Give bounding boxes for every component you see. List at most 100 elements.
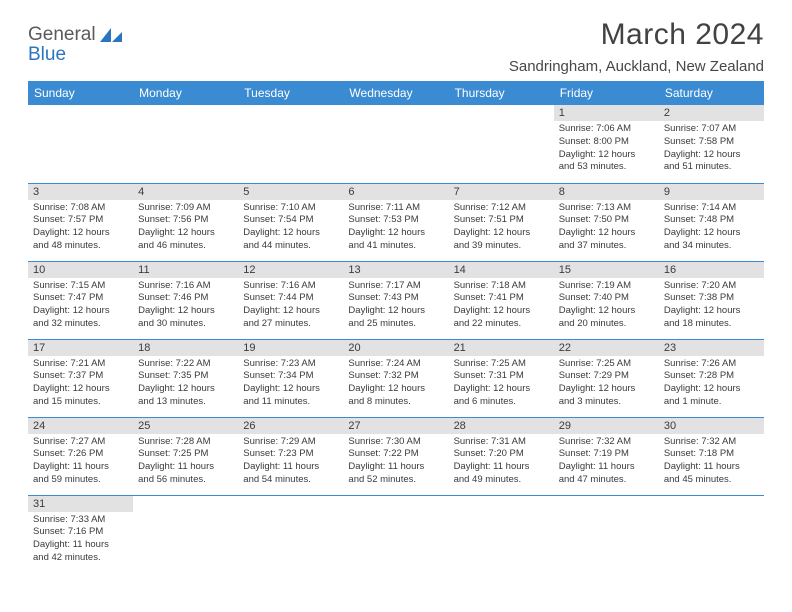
sunset-text: Sunset: 7:41 PM	[454, 292, 549, 305]
sunset-text: Sunset: 7:37 PM	[33, 370, 128, 383]
day-details: Sunrise: 7:11 AMSunset: 7:53 PMDaylight:…	[343, 200, 448, 257]
sunset-text: Sunset: 7:48 PM	[664, 214, 759, 227]
sunrise-text: Sunrise: 7:25 AM	[559, 358, 654, 371]
empty-cell	[133, 495, 238, 573]
sunset-text: Sunset: 7:23 PM	[243, 448, 338, 461]
day-cell: 27Sunrise: 7:30 AMSunset: 7:22 PMDayligh…	[343, 417, 448, 495]
daylight-text-2: and 8 minutes.	[348, 396, 443, 409]
sunrise-text: Sunrise: 7:23 AM	[243, 358, 338, 371]
day-number: 9	[659, 184, 764, 200]
daylight-text-2: and 6 minutes.	[454, 396, 549, 409]
sunrise-text: Sunrise: 7:32 AM	[559, 436, 654, 449]
daylight-text-1: Daylight: 11 hours	[559, 461, 654, 474]
weekday-header: Tuesday	[238, 81, 343, 105]
daylight-text-1: Daylight: 12 hours	[243, 305, 338, 318]
empty-cell	[343, 495, 448, 573]
daylight-text-1: Daylight: 12 hours	[138, 305, 233, 318]
daylight-text-1: Daylight: 12 hours	[33, 305, 128, 318]
sunset-text: Sunset: 8:00 PM	[559, 136, 654, 149]
daylight-text-2: and 46 minutes.	[138, 240, 233, 253]
empty-cell	[449, 105, 554, 183]
daylight-text-1: Daylight: 12 hours	[559, 383, 654, 396]
logo-text-general: General	[28, 24, 96, 46]
day-cell: 19Sunrise: 7:23 AMSunset: 7:34 PMDayligh…	[238, 339, 343, 417]
sunset-text: Sunset: 7:53 PM	[348, 214, 443, 227]
month-title: March 2024	[509, 18, 764, 52]
day-details: Sunrise: 7:32 AMSunset: 7:19 PMDaylight:…	[554, 434, 659, 491]
day-details: Sunrise: 7:32 AMSunset: 7:18 PMDaylight:…	[659, 434, 764, 491]
day-number: 12	[238, 262, 343, 278]
weekday-header: Friday	[554, 81, 659, 105]
sunset-text: Sunset: 7:58 PM	[664, 136, 759, 149]
daylight-text-2: and 34 minutes.	[664, 240, 759, 253]
sunrise-text: Sunrise: 7:26 AM	[664, 358, 759, 371]
day-number: 11	[133, 262, 238, 278]
daylight-text-2: and 54 minutes.	[243, 474, 338, 487]
daylight-text-2: and 32 minutes.	[33, 318, 128, 331]
sunset-text: Sunset: 7:31 PM	[454, 370, 549, 383]
day-number: 7	[449, 184, 554, 200]
header: General March 2024 Sandringham, Auckland…	[28, 18, 764, 75]
sunrise-text: Sunrise: 7:16 AM	[243, 280, 338, 293]
day-details: Sunrise: 7:21 AMSunset: 7:37 PMDaylight:…	[28, 356, 133, 413]
week-row: 1Sunrise: 7:06 AMSunset: 8:00 PMDaylight…	[28, 105, 764, 183]
day-details: Sunrise: 7:14 AMSunset: 7:48 PMDaylight:…	[659, 200, 764, 257]
day-number: 5	[238, 184, 343, 200]
weekday-header: Thursday	[449, 81, 554, 105]
logo: General	[28, 24, 126, 46]
day-cell: 20Sunrise: 7:24 AMSunset: 7:32 PMDayligh…	[343, 339, 448, 417]
day-details: Sunrise: 7:25 AMSunset: 7:31 PMDaylight:…	[449, 356, 554, 413]
day-details: Sunrise: 7:15 AMSunset: 7:47 PMDaylight:…	[28, 278, 133, 335]
day-number: 4	[133, 184, 238, 200]
sunrise-text: Sunrise: 7:33 AM	[33, 514, 128, 527]
daylight-text-1: Daylight: 12 hours	[138, 227, 233, 240]
day-details: Sunrise: 7:13 AMSunset: 7:50 PMDaylight:…	[554, 200, 659, 257]
day-cell: 17Sunrise: 7:21 AMSunset: 7:37 PMDayligh…	[28, 339, 133, 417]
daylight-text-2: and 15 minutes.	[33, 396, 128, 409]
day-number: 2	[659, 105, 764, 121]
day-number: 31	[28, 496, 133, 512]
day-number: 28	[449, 418, 554, 434]
sunset-text: Sunset: 7:47 PM	[33, 292, 128, 305]
logo-sail-icon	[100, 28, 122, 42]
day-number: 16	[659, 262, 764, 278]
day-number: 22	[554, 340, 659, 356]
day-cell: 6Sunrise: 7:11 AMSunset: 7:53 PMDaylight…	[343, 183, 448, 261]
sunset-text: Sunset: 7:34 PM	[243, 370, 338, 383]
empty-cell	[238, 495, 343, 573]
day-cell: 5Sunrise: 7:10 AMSunset: 7:54 PMDaylight…	[238, 183, 343, 261]
daylight-text-2: and 20 minutes.	[559, 318, 654, 331]
daylight-text-1: Daylight: 12 hours	[559, 305, 654, 318]
weekday-header: Sunday	[28, 81, 133, 105]
daylight-text-2: and 11 minutes.	[243, 396, 338, 409]
sunset-text: Sunset: 7:51 PM	[454, 214, 549, 227]
empty-cell	[238, 105, 343, 183]
day-number: 21	[449, 340, 554, 356]
daylight-text-1: Daylight: 12 hours	[454, 227, 549, 240]
day-details: Sunrise: 7:25 AMSunset: 7:29 PMDaylight:…	[554, 356, 659, 413]
day-details: Sunrise: 7:16 AMSunset: 7:44 PMDaylight:…	[238, 278, 343, 335]
sunrise-text: Sunrise: 7:30 AM	[348, 436, 443, 449]
day-details: Sunrise: 7:07 AMSunset: 7:58 PMDaylight:…	[659, 121, 764, 178]
day-cell: 21Sunrise: 7:25 AMSunset: 7:31 PMDayligh…	[449, 339, 554, 417]
day-number: 17	[28, 340, 133, 356]
daylight-text-2: and 37 minutes.	[559, 240, 654, 253]
daylight-text-1: Daylight: 12 hours	[454, 305, 549, 318]
day-cell: 23Sunrise: 7:26 AMSunset: 7:28 PMDayligh…	[659, 339, 764, 417]
daylight-text-1: Daylight: 12 hours	[348, 383, 443, 396]
day-details: Sunrise: 7:16 AMSunset: 7:46 PMDaylight:…	[133, 278, 238, 335]
sunrise-text: Sunrise: 7:19 AM	[559, 280, 654, 293]
week-row: 24Sunrise: 7:27 AMSunset: 7:26 PMDayligh…	[28, 417, 764, 495]
day-number: 26	[238, 418, 343, 434]
daylight-text-1: Daylight: 12 hours	[664, 383, 759, 396]
daylight-text-2: and 52 minutes.	[348, 474, 443, 487]
sunrise-text: Sunrise: 7:09 AM	[138, 202, 233, 215]
daylight-text-1: Daylight: 11 hours	[243, 461, 338, 474]
sunrise-text: Sunrise: 7:17 AM	[348, 280, 443, 293]
sunset-text: Sunset: 7:32 PM	[348, 370, 443, 383]
week-row: 31Sunrise: 7:33 AMSunset: 7:16 PMDayligh…	[28, 495, 764, 573]
sunset-text: Sunset: 7:22 PM	[348, 448, 443, 461]
day-details: Sunrise: 7:18 AMSunset: 7:41 PMDaylight:…	[449, 278, 554, 335]
empty-cell	[343, 105, 448, 183]
day-number: 1	[554, 105, 659, 121]
